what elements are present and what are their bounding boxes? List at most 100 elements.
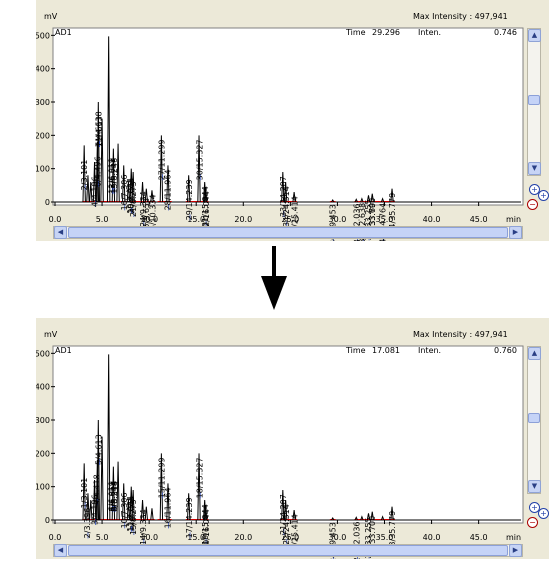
peak-label: 11/7.985 (126, 496, 135, 532)
scroll-up-button[interactable]: ▲ (528, 347, 541, 360)
peak-label: 24/29.453 (328, 522, 337, 559)
chromatogram-peak (131, 489, 135, 521)
chromatogram-peak (281, 489, 285, 521)
peak-label: 38/32.638 (358, 203, 367, 241)
scroll-right-button[interactable]: ▶ (509, 544, 522, 557)
peak-label: 14/9.334 (139, 509, 148, 545)
horizontal-scroll-thumb[interactable] (68, 227, 508, 238)
chromatogram-peak (144, 188, 149, 203)
peak-label: 8/6.246 (110, 481, 119, 512)
y-axis: 0 100 200 300 400 500 (36, 31, 55, 207)
y-axis: 0 100 200 300 400 500 (36, 349, 55, 525)
inten-value: 0.746 (494, 28, 517, 37)
chromatogram-peak (96, 419, 101, 521)
peak-label: 27/11.299 (157, 139, 166, 180)
horizontal-scroll-thumb[interactable] (68, 545, 508, 556)
chromatogram-peak (203, 504, 208, 521)
chromatogram-panel-top: mV AD1 Max Intensity : 497,941 Time 29.2… (36, 0, 549, 241)
chromatogram-peak (150, 508, 154, 521)
chromatogram-peak (166, 165, 170, 203)
time-value: 17.081 (372, 346, 400, 355)
chromatogram-peak (292, 191, 296, 203)
chromatogram-peak (150, 190, 154, 203)
peak-label: 21/8.275 (129, 181, 138, 217)
peak-label: 12/8.075 (127, 496, 136, 532)
peak-label: 22/24.514 (282, 504, 291, 545)
peak-label: 3/4.196 (91, 494, 100, 525)
max-intensity-label: Max Intensity : 497,941 (413, 330, 508, 339)
y-tick-label: 300 (36, 98, 50, 107)
chromatogram-plot: mV AD1 Max Intensity : 497,941 Time 17.0… (36, 330, 524, 559)
chromatogram-peak (203, 186, 208, 203)
peak-label: 15/11.299 (157, 457, 166, 498)
peak-label: 40/33.695 (368, 198, 377, 239)
chromatogram-peak (202, 181, 207, 203)
scroll-down-button[interactable]: ▼ (528, 480, 541, 493)
vertical-scroll-thumb[interactable] (528, 95, 540, 105)
chromatogram-peak (111, 466, 116, 521)
detector-label: AD1 (55, 346, 72, 355)
peak-label: 32/16.044 (202, 191, 211, 232)
chromatogram-peak (354, 516, 358, 521)
time-label: Time (345, 346, 366, 355)
chromatogram-peak (92, 479, 97, 521)
chromatogram-peak (96, 101, 101, 203)
peak-label: 44/35.779 (388, 193, 397, 234)
chromatogram-peak (131, 171, 135, 203)
peak-label: 10/7.306 (120, 493, 129, 529)
chromatogram-peak (100, 436, 104, 521)
scroll-left-button[interactable]: ◀ (54, 544, 67, 557)
zoom-fit-icon[interactable]: + (538, 190, 549, 201)
chromatogram-peak (292, 509, 296, 521)
scroll-down-button[interactable]: ▼ (528, 162, 541, 175)
chromatogram-panel-bottom: mV AD1 Max Intensity : 497,941 Time 17.0… (36, 318, 549, 559)
peak-label: 7/4.613 (94, 116, 103, 147)
vertical-scroll-thumb[interactable] (528, 413, 540, 423)
peak-label: 13/8.275 (129, 499, 138, 535)
chromatogram-peak (116, 143, 120, 203)
chromatogram-peak (82, 463, 86, 521)
peak-label: 31/15.944 (201, 186, 210, 227)
y-tick-label: 0 (45, 516, 50, 525)
y-tick-label: 200 (36, 449, 50, 458)
x-tick-label: 35.0 (376, 533, 394, 542)
peak-label: 9/6.314 (110, 481, 119, 512)
chromatogram-peak (106, 354, 111, 521)
down-arrow-icon (261, 246, 287, 310)
zoom-out-icon[interactable]: − (527, 199, 538, 210)
zoom-in-icon[interactable]: + (529, 184, 540, 195)
chromatogram-peak (89, 181, 93, 203)
chromatogram-peak (144, 506, 149, 521)
zoom-fit-icon[interactable]: + (538, 508, 549, 519)
chromatogram-peak (380, 515, 385, 521)
scroll-left-button[interactable]: ◀ (54, 226, 67, 239)
x-tick-label: 30.0 (329, 215, 347, 224)
chromatogram-peak (370, 511, 374, 521)
zoom-in-icon[interactable]: + (529, 502, 540, 513)
y-unit-label: mV (44, 12, 58, 21)
chromatogram-peak (390, 188, 394, 203)
scroll-up-button[interactable]: ▲ (528, 29, 541, 42)
peak-label: 12/6.019 (108, 158, 117, 194)
x-tick-label: 45.0 (470, 215, 488, 224)
y-tick-label: 100 (36, 483, 50, 492)
peak-label: 4/4.196 (91, 176, 100, 207)
peak-label: 25/32.036 (353, 521, 362, 559)
peak-label: 20/16.044 (202, 509, 211, 550)
time-value: 29.296 (372, 28, 400, 37)
x-tick-label: 0.0 (49, 533, 62, 542)
peak-label: 36/29.453 (328, 204, 337, 241)
y-tick-label: 0 (45, 198, 50, 207)
chromatogram-peak (186, 493, 191, 521)
x-tick-label: 10.0 (140, 215, 158, 224)
y-tick-label: 500 (36, 349, 50, 358)
zoom-out-icon[interactable]: − (527, 517, 538, 528)
peak-label: 2/3.396 (83, 508, 92, 539)
y-tick-label: 300 (36, 416, 50, 425)
scroll-right-button[interactable]: ▶ (509, 226, 522, 239)
inten-label: Inten. (418, 346, 441, 355)
chromatogram-peak (126, 181, 131, 203)
chromatogram-peak (197, 135, 201, 203)
x-tick-label: 40.0 (423, 533, 441, 542)
